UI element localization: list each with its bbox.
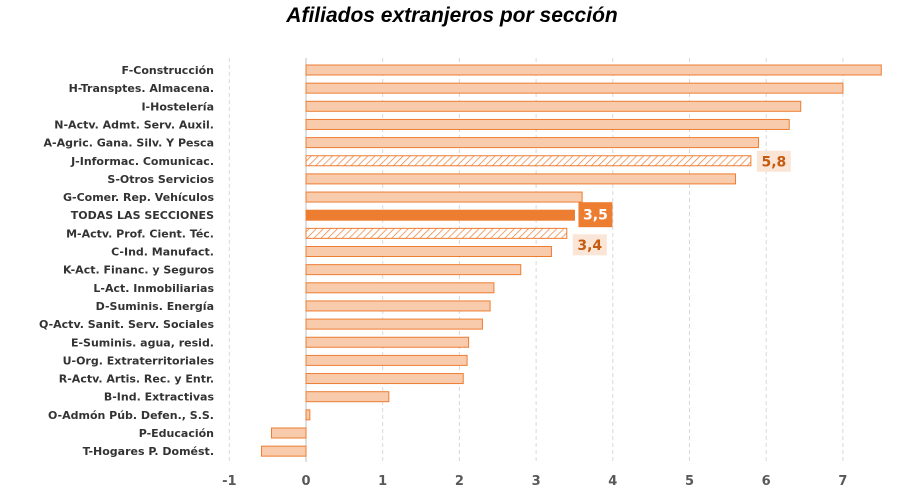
category-label: N-Actv. Admt. Serv. Auxil. <box>54 118 214 131</box>
x-tick-label: 7 <box>838 474 847 489</box>
x-tick-label: -1 <box>222 474 236 489</box>
bar <box>305 391 390 403</box>
category-label: A-Agric. Gana. Silv. Y Pesca <box>44 137 214 150</box>
bar <box>305 318 483 330</box>
data-label-box <box>756 150 791 172</box>
bar <box>270 427 307 439</box>
bar <box>305 173 737 185</box>
x-tick-label: 0 <box>301 474 310 489</box>
bar <box>305 64 882 76</box>
bar <box>305 264 522 276</box>
x-tick-label: 5 <box>685 474 694 489</box>
category-labels: F-Construcción H-Transptes. Almacena. I-Ho… <box>39 64 214 458</box>
category-label: S-Otros Servicios <box>107 173 214 186</box>
x-tick-label: 3 <box>532 474 541 489</box>
data-label: 3,5 <box>583 208 608 224</box>
category-label: E-Suminis. agua, resid. <box>71 336 214 349</box>
bar <box>305 227 568 239</box>
bar <box>305 191 583 203</box>
category-label: M-Actv. Prof. Cient. Téc. <box>66 227 214 240</box>
x-tick-label: 2 <box>455 474 464 489</box>
bar <box>305 246 552 257</box>
chart-title: Afiliados extranjeros por sección <box>286 4 618 27</box>
category-label: R-Actv. Artis. Rec. y Entr. <box>59 373 214 386</box>
category-label: O-Admón Púb. Defen., S.S. <box>48 409 214 422</box>
bar <box>305 82 844 94</box>
data-label: 5,8 <box>761 154 786 170</box>
bar <box>305 155 752 167</box>
category-label: P-Educación <box>139 427 214 440</box>
bars <box>261 64 882 457</box>
category-label: G-Comer. Rep. Vehículos <box>63 191 214 204</box>
category-label: TODAS LAS SECCIONES <box>71 209 214 222</box>
category-label: U-Org. Extraterritoriales <box>63 354 215 367</box>
bar <box>305 336 470 348</box>
category-label: L-Act. Inmobiliarias <box>93 282 214 295</box>
data-label-box <box>572 234 607 256</box>
x-axis-ticks: -1 0 1 2 3 4 5 6 7 <box>222 474 847 489</box>
bar <box>305 373 464 385</box>
bar <box>305 409 311 421</box>
category-label: B-Ind. Extractivas <box>104 391 215 404</box>
category-label: J-Informac. Comunicac. <box>70 155 214 168</box>
category-label: T-Hogares P. Domést. <box>83 445 214 458</box>
category-label: D-Suminis. Energía <box>96 300 214 313</box>
category-label: I-Hostelería <box>141 100 214 113</box>
category-label: F-Construcción <box>122 64 214 77</box>
x-tick-label: 6 <box>762 474 771 489</box>
bar <box>305 209 575 221</box>
bar <box>261 445 307 457</box>
bar <box>305 100 802 112</box>
category-label: C-Ind. Manufact. <box>111 246 214 259</box>
data-label-box <box>578 202 613 228</box>
bar <box>305 354 468 366</box>
bar <box>305 137 760 149</box>
bar <box>305 282 495 294</box>
data-labels: 5,8 3,5 3,4 <box>572 150 791 256</box>
x-tick-label: 4 <box>608 474 617 489</box>
category-label: Q-Actv. Sanit. Serv. Sociales <box>39 318 214 331</box>
x-tick-label: 1 <box>378 474 387 489</box>
bar <box>305 118 790 130</box>
data-label: 3,4 <box>577 238 602 254</box>
category-label: K-Act. Financ. y Seguros <box>63 264 214 277</box>
category-label: H-Transptes. Almacena. <box>69 82 214 95</box>
bar <box>305 300 491 312</box>
